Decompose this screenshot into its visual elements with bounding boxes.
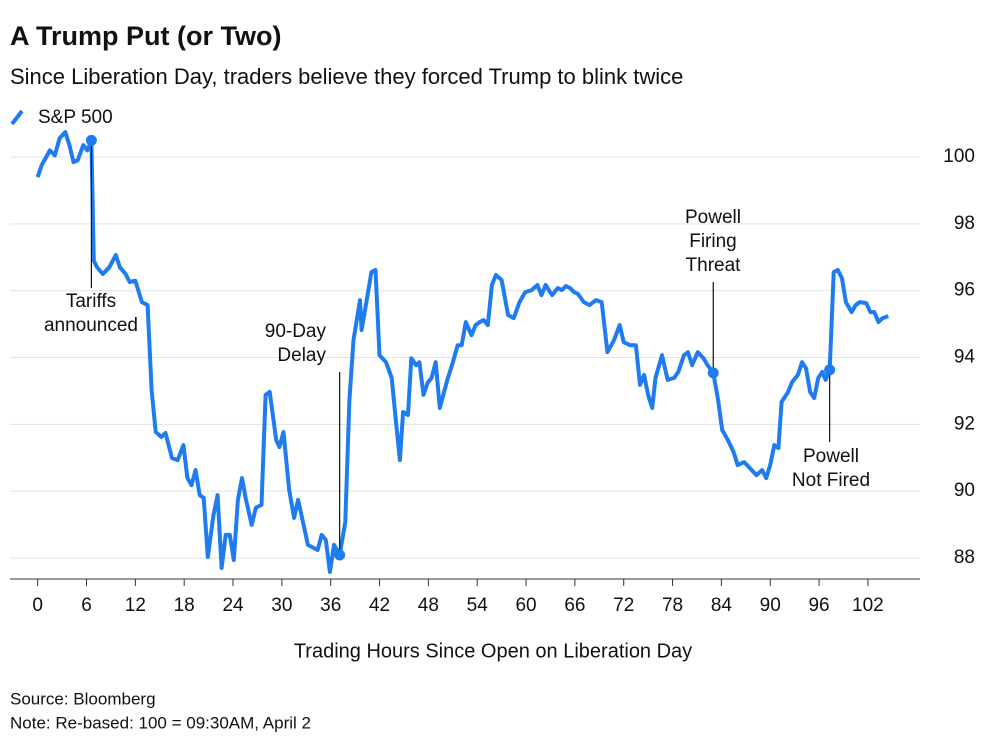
x-tick-label: 0 <box>32 595 43 616</box>
x-tick-label: 72 <box>613 595 634 616</box>
annotation-dot <box>707 367 719 379</box>
x-tick-label: 84 <box>711 595 733 616</box>
x-axis-label: Trading Hours Since Open on Liberation D… <box>294 640 692 662</box>
annotation-label: Powell <box>803 446 859 467</box>
x-tick-label: 36 <box>320 595 341 616</box>
x-tick-label: 102 <box>852 595 884 616</box>
x-tick-label: 90 <box>760 595 781 616</box>
legend-label: S&P 500 <box>38 107 113 128</box>
x-tick-label: 18 <box>174 595 195 616</box>
legend-swatch <box>10 109 24 126</box>
annotation-label: Firing <box>689 231 737 252</box>
y-tick-label: 100 <box>943 146 975 167</box>
annotation-label: announced <box>44 315 138 336</box>
annotation-dot <box>85 134 97 146</box>
x-tick-label: 24 <box>222 595 244 616</box>
y-tick-label: 96 <box>954 280 975 301</box>
x-tick-label: 54 <box>467 595 489 616</box>
annotation-dot <box>824 364 836 376</box>
x-tick-label: 6 <box>81 595 92 616</box>
x-tick-label: 48 <box>418 595 439 616</box>
x-tick-label: 96 <box>808 595 829 616</box>
x-tick-label: 12 <box>125 595 146 616</box>
annotation-label: Not Fired <box>792 470 870 491</box>
y-tick-label: 90 <box>954 480 975 501</box>
chart-subtitle: Since Liberation Day, traders believe th… <box>10 64 683 89</box>
x-tick-label: 60 <box>515 595 536 616</box>
x-tick-label: 30 <box>271 595 292 616</box>
annotation-label: Threat <box>686 255 742 276</box>
annotation-label: Delay <box>277 345 326 366</box>
chart-title: A Trump Put (or Two) <box>10 21 281 51</box>
y-tick-label: 94 <box>954 347 976 368</box>
annotation-label: 90-Day <box>265 321 327 342</box>
y-tick-label: 88 <box>954 547 975 568</box>
note: Note: Re-based: 100 = 09:30AM, April 2 <box>10 713 311 732</box>
x-tick-label: 66 <box>564 595 585 616</box>
line-series <box>35 130 889 574</box>
annotation-label: Powell <box>685 207 741 228</box>
x-tick-label: 42 <box>369 595 390 616</box>
source: Source: Bloomberg <box>10 689 156 708</box>
y-tick-label: 92 <box>954 413 975 434</box>
y-tick-label: 98 <box>954 213 975 234</box>
annotation-dot <box>334 549 346 561</box>
annotation-label: Tariffs <box>66 291 116 312</box>
x-tick-label: 78 <box>662 595 683 616</box>
